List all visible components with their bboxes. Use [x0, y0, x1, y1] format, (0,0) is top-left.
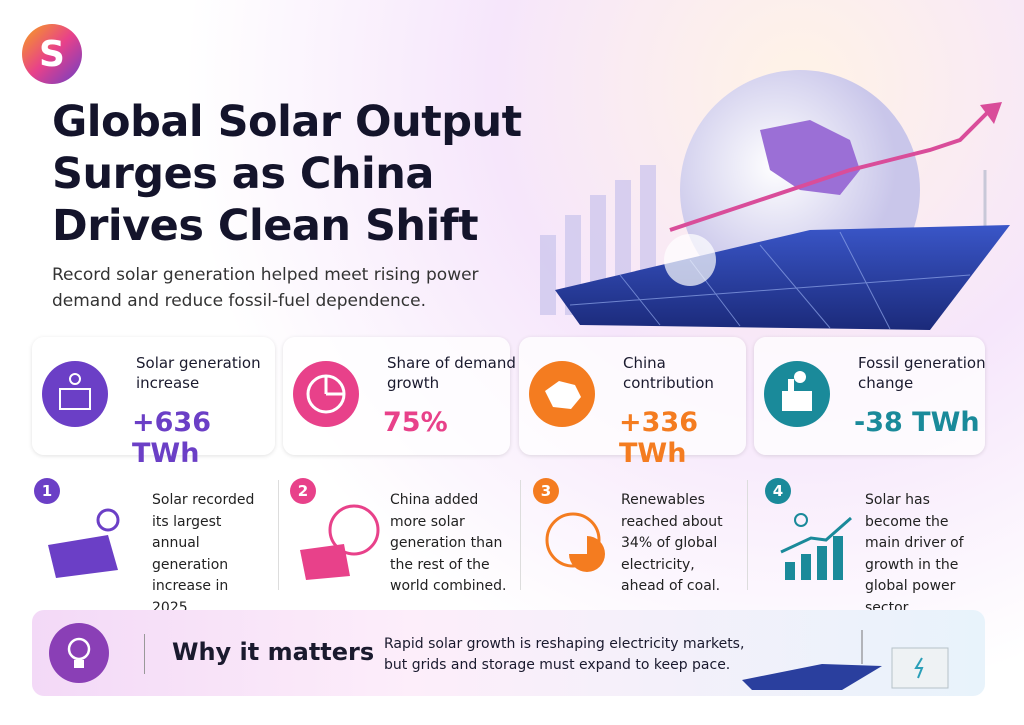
- stat-label: Share of demand growth: [387, 354, 516, 392]
- stat-value: +636 TWh: [132, 407, 211, 469]
- shape: [833, 536, 843, 580]
- stat-label: Solar generation increase: [136, 354, 261, 392]
- logo: S: [22, 24, 82, 84]
- icon: [764, 361, 830, 427]
- shape: [759, 244, 831, 329]
- icon: [293, 361, 359, 427]
- shape: [785, 562, 795, 580]
- shape: [569, 274, 971, 306]
- why-banner: Why it matters Rapid solar growth is res…: [32, 610, 985, 696]
- why-text: Rapid solar growth is reshaping electric…: [384, 636, 745, 673]
- why-title: Why it matters: [172, 638, 375, 666]
- shape: [664, 234, 716, 286]
- shape: [540, 235, 556, 315]
- shape: S: [39, 34, 65, 75]
- shape: [980, 102, 1002, 124]
- shape: [69, 373, 81, 385]
- stat-value: 75%: [383, 407, 448, 438]
- shape: [59, 388, 91, 410]
- stat-label: China contribution: [623, 354, 714, 392]
- shape: [324, 376, 344, 396]
- stat-card: Solar generation increase +636 TWh: [32, 337, 275, 469]
- shape: [545, 381, 581, 409]
- shape: [67, 637, 91, 661]
- shape: [782, 391, 812, 411]
- banner-illustration: [742, 630, 949, 690]
- divider: [144, 634, 145, 674]
- shape: [794, 371, 806, 383]
- shape: [742, 664, 882, 690]
- shape: [49, 623, 109, 683]
- stat-card: China contribution +336 TWh: [519, 337, 746, 469]
- point-number: 3: [533, 478, 559, 504]
- icon: [49, 623, 109, 683]
- stat-card: Share of demand growth 75%: [283, 337, 516, 455]
- shape: [794, 513, 808, 527]
- point-number: 4: [765, 478, 791, 504]
- shape: [839, 231, 891, 330]
- hero-illustration: [540, 70, 1010, 330]
- icon: [529, 361, 595, 427]
- shape: [22, 24, 82, 84]
- point-text: Solar has become the main driver of grow…: [865, 492, 964, 616]
- shape: [569, 536, 605, 572]
- icon: [300, 504, 380, 580]
- shape: [780, 516, 852, 554]
- shape: [74, 660, 84, 668]
- point: 2 China added more solar generation than…: [290, 478, 515, 598]
- shape: [801, 554, 811, 580]
- shape: [328, 504, 380, 556]
- shape: [96, 508, 120, 532]
- shape: [817, 546, 827, 580]
- shape: [300, 544, 350, 580]
- shape: [555, 225, 1010, 330]
- stat-value: +336 TWh: [619, 407, 698, 469]
- icon: [42, 361, 108, 427]
- stat-value: -38 TWh: [854, 407, 980, 438]
- shape: [914, 657, 924, 679]
- point-text: China added more solar generation than t…: [390, 492, 507, 594]
- icon: [780, 513, 852, 580]
- point-number: 2: [290, 478, 316, 504]
- point: 1 Solar recorded its largest annual gene…: [34, 478, 274, 616]
- shape: [569, 231, 971, 330]
- stat-label: Fossil generation change: [858, 354, 986, 392]
- shape: [48, 535, 118, 578]
- title: Global Solar Output Surges as China Driv…: [52, 97, 522, 251]
- divider: [278, 480, 279, 590]
- point-text: Renewables reached about 34% of global e…: [621, 492, 723, 594]
- point-number: 1: [34, 478, 60, 504]
- stat-card: Fossil generation change -38 TWh: [754, 337, 986, 455]
- shape: [788, 379, 794, 391]
- point-text: Solar recorded its largest annual genera…: [152, 492, 255, 616]
- icon: [48, 508, 120, 578]
- divider: [747, 480, 748, 590]
- subtitle: Record solar generation helped meet risi…: [52, 265, 479, 311]
- shape: [545, 512, 601, 568]
- point: 4 Solar has become the main driver of gr…: [765, 478, 985, 616]
- divider: [520, 480, 521, 590]
- shape: [669, 108, 992, 232]
- icon: [545, 512, 605, 572]
- point: 3 Renewables reached about 34% of global…: [533, 478, 743, 598]
